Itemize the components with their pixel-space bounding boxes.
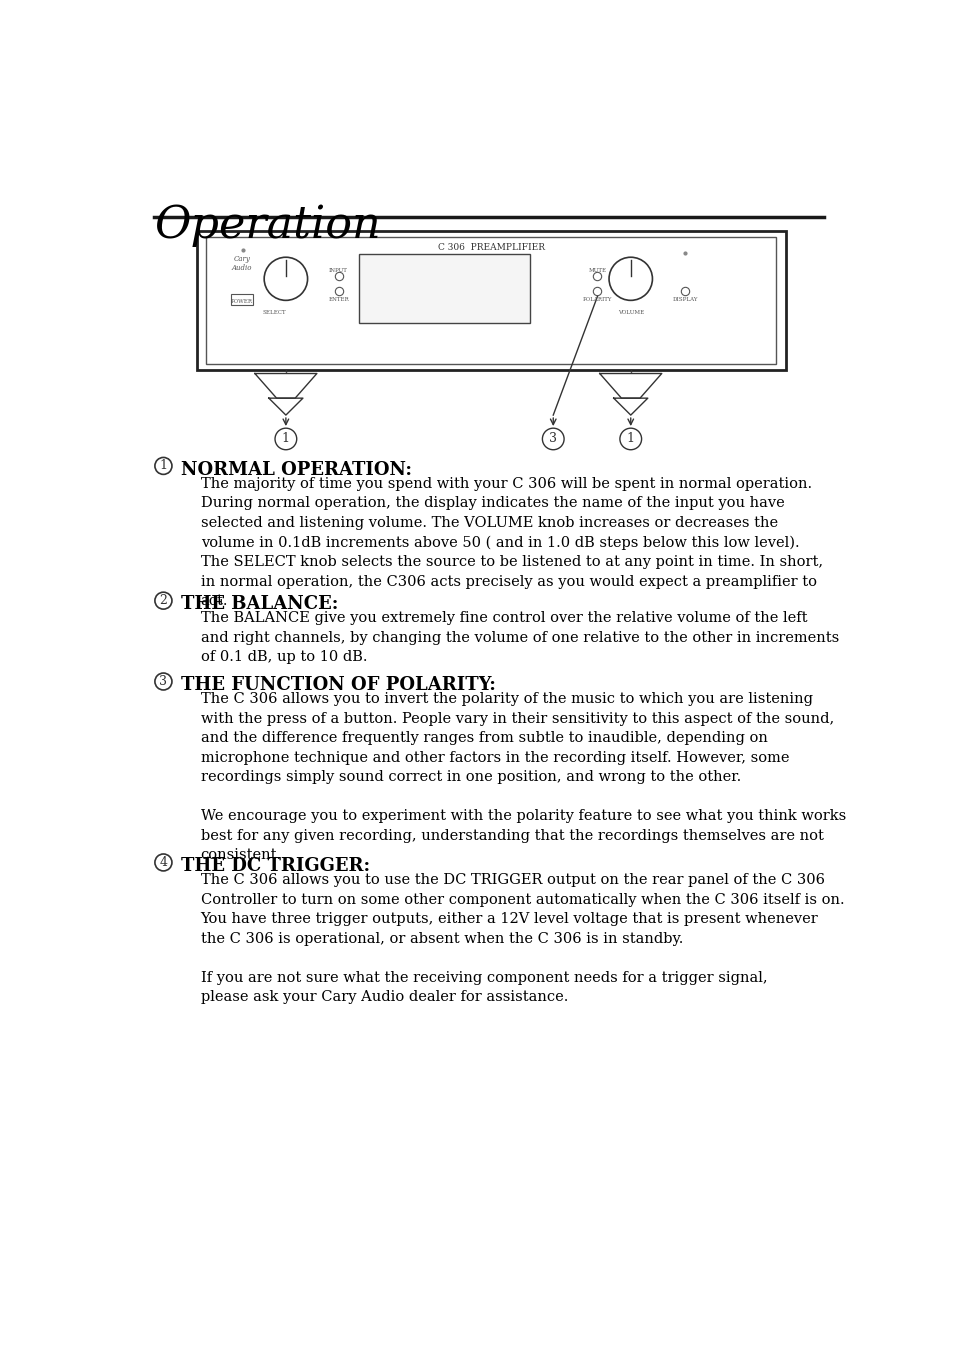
Text: INPUT: INPUT xyxy=(329,268,348,274)
Text: MUTE: MUTE xyxy=(588,268,606,274)
Polygon shape xyxy=(613,398,647,415)
Text: THE BALANCE:: THE BALANCE: xyxy=(181,596,338,613)
Circle shape xyxy=(154,855,172,871)
Text: VOLUME: VOLUME xyxy=(617,310,643,314)
Circle shape xyxy=(542,429,563,450)
Text: 1: 1 xyxy=(159,460,167,472)
Circle shape xyxy=(274,429,296,450)
Circle shape xyxy=(154,673,172,690)
Polygon shape xyxy=(599,373,661,398)
Text: POLARITY: POLARITY xyxy=(582,297,612,302)
Circle shape xyxy=(619,429,641,450)
Text: SELECT: SELECT xyxy=(262,310,286,314)
Text: NORMAL OPERATION:: NORMAL OPERATION: xyxy=(181,461,412,479)
Text: POWER: POWER xyxy=(231,299,253,303)
Text: 1: 1 xyxy=(281,433,290,445)
Text: 3: 3 xyxy=(549,433,557,445)
Text: DISPLAY: DISPLAY xyxy=(672,297,697,302)
Circle shape xyxy=(154,457,172,474)
Text: C 306  PREAMPLIFIER: C 306 PREAMPLIFIER xyxy=(437,244,544,252)
Bar xyxy=(206,237,776,364)
Text: The C 306 allows you to use the DC TRIGGER output on the rear panel of the C 306: The C 306 allows you to use the DC TRIGG… xyxy=(200,874,843,1004)
Text: The C 306 allows you to invert the polarity of the music to which you are listen: The C 306 allows you to invert the polar… xyxy=(200,693,845,863)
Text: 1: 1 xyxy=(626,433,634,445)
Text: The majority of time you spend with your C 306 will be spent in normal operation: The majority of time you spend with your… xyxy=(200,477,821,608)
Bar xyxy=(196,231,785,369)
Bar xyxy=(359,255,530,324)
Text: 3: 3 xyxy=(159,675,167,687)
Polygon shape xyxy=(254,373,316,398)
Polygon shape xyxy=(269,398,303,415)
Text: Cary
Audio: Cary Audio xyxy=(232,255,252,272)
Circle shape xyxy=(154,592,172,609)
Text: THE DC TRIGGER:: THE DC TRIGGER: xyxy=(181,857,370,875)
Text: ENTER: ENTER xyxy=(328,297,349,302)
Text: The BALANCE give you extremely fine control over the relative volume of the left: The BALANCE give you extremely fine cont… xyxy=(200,612,838,665)
Text: Operation: Operation xyxy=(154,204,380,247)
Text: 4: 4 xyxy=(159,856,167,869)
Circle shape xyxy=(264,257,307,301)
Text: THE FUNCTION OF POLARITY:: THE FUNCTION OF POLARITY: xyxy=(181,677,496,694)
Bar xyxy=(231,294,253,305)
Text: 2: 2 xyxy=(159,594,167,607)
Circle shape xyxy=(608,257,652,301)
